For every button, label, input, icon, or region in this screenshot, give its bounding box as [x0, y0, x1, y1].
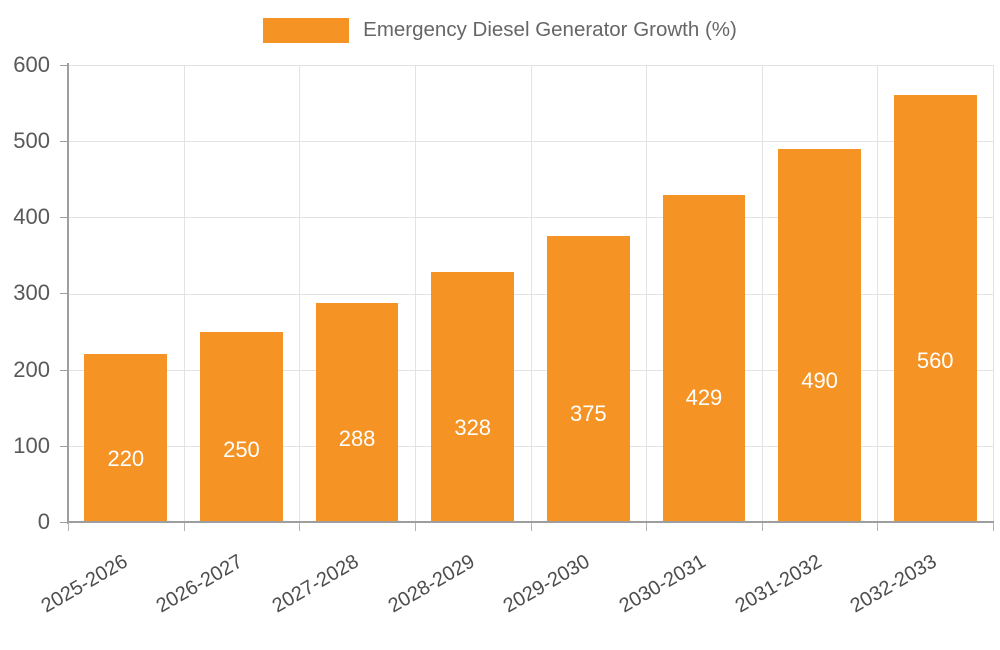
- gridline-horizontal: [68, 369, 993, 371]
- y-tick-mark: [60, 522, 67, 523]
- gridline-vertical: [877, 65, 878, 522]
- bar[interactable]: [431, 272, 515, 522]
- y-tick-label-100: 100: [13, 433, 50, 458]
- y-tick-label-0: 0: [37, 509, 50, 534]
- bar-value-label: 328: [454, 414, 492, 440]
- gridline-horizontal: [68, 445, 993, 447]
- x-tick-mark: [762, 523, 763, 531]
- gridline-vertical: [299, 65, 300, 522]
- x-tick-mark: [415, 523, 416, 531]
- bar[interactable]: [893, 95, 977, 522]
- y-tick-mark: [60, 293, 67, 294]
- gridline-vertical: [415, 65, 416, 522]
- plot-area: 220 250 288 328 375 429 490 560: [68, 65, 994, 523]
- bar[interactable]: [778, 148, 861, 522]
- y-tick-label-600: 600: [13, 52, 50, 77]
- y-tick-mark: [60, 370, 67, 371]
- y-tick-mark: [60, 217, 67, 218]
- bar[interactable]: [315, 302, 399, 522]
- y-axis-line: [67, 63, 69, 524]
- y-tick-mark: [60, 65, 67, 66]
- x-tick-mark: [646, 523, 647, 531]
- bar[interactable]: [546, 236, 630, 522]
- y-tick-label-400: 400: [13, 204, 50, 229]
- bar-value-label: 375: [569, 401, 607, 427]
- y-tick-mark: [60, 446, 67, 447]
- gridline-vertical: [531, 65, 532, 522]
- gridline-horizontal: [68, 65, 993, 66]
- legend-item-label: Emergency Diesel Generator Growth (%): [363, 17, 737, 41]
- gridline-horizontal: [68, 293, 993, 295]
- chart-legend: Emergency Diesel Generator Growth (%): [0, 0, 1000, 60]
- gridline-vertical: [646, 65, 647, 522]
- gridline-vertical: [993, 65, 994, 522]
- gridline-horizontal: [68, 141, 993, 143]
- legend-color-swatch-icon: [263, 17, 350, 43]
- bar-value-label: 560: [916, 347, 954, 373]
- x-axis-line: [67, 521, 994, 523]
- x-tick-mark: [68, 523, 69, 531]
- x-tick-mark: [877, 523, 878, 531]
- bar-value-label: 250: [223, 437, 260, 463]
- gridline-vertical: [762, 65, 763, 522]
- y-tick-label-300: 300: [13, 280, 50, 305]
- bar[interactable]: [662, 195, 746, 522]
- bar-value-label: 220: [107, 445, 145, 471]
- x-tick-mark: [184, 523, 185, 531]
- y-tick-label-500: 500: [13, 128, 50, 153]
- gridline-horizontal: [68, 217, 993, 219]
- x-tick-mark: [299, 523, 300, 531]
- x-tick-mark: [531, 523, 532, 531]
- gridline-vertical: [184, 65, 185, 522]
- y-tick-mark: [60, 141, 67, 142]
- bar-value-label: 429: [685, 385, 723, 411]
- bar[interactable]: [200, 331, 283, 522]
- legend-item-emergency-diesel-generator-growth[interactable]: Emergency Diesel Generator Growth (%): [263, 17, 737, 43]
- y-tick-label-200: 200: [13, 357, 50, 382]
- bar[interactable]: [84, 354, 168, 522]
- y-axis-tick-labels: 600 500 400 300 200 100 0: [0, 0, 50, 600]
- bar-value-label: 490: [801, 367, 838, 393]
- bar-value-label: 288: [338, 426, 376, 452]
- bar-chart: Emergency Diesel Generator Growth (%) 60…: [0, 0, 1000, 618]
- x-tick-mark: [993, 523, 994, 531]
